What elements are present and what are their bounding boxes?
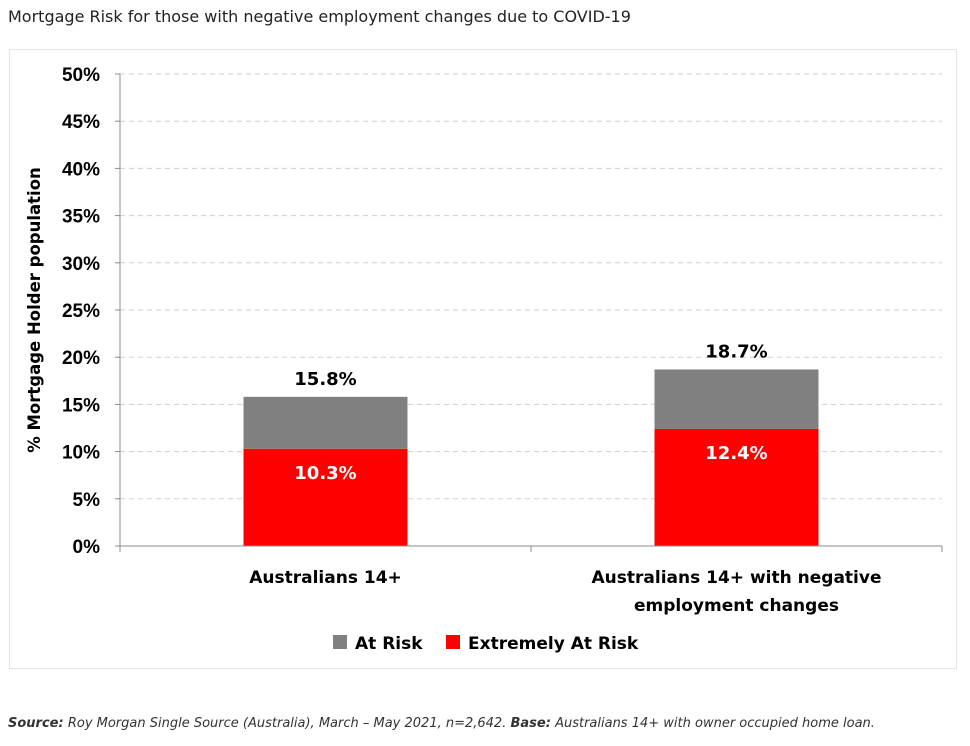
y-tick-label: 20% [62, 348, 100, 369]
legend-label: Extremely At Risk [468, 634, 639, 654]
y-tick-label: 45% [62, 112, 100, 133]
y-tick-label: 25% [62, 301, 100, 322]
bar-extremely-at-risk [654, 428, 819, 546]
bar-at-risk [243, 396, 408, 449]
gridlines [120, 73, 942, 500]
total-data-label: 15.8% [294, 369, 356, 390]
bars: 10.3% 15.8% 12.4% 18.7% [243, 341, 819, 546]
y-axis-ticks: 0% 5% 10% 15% 20% 25% 30% 35% 40% 45% 50% [62, 65, 121, 558]
y-axis-label: % Mortgage Holder population [25, 167, 44, 453]
y-tick-label: 50% [62, 65, 100, 86]
legend-swatch [333, 635, 347, 649]
x-category-label: Australians 14+ with negative [592, 568, 882, 588]
bar-extremely-at-risk [243, 448, 408, 546]
y-tick-label: 35% [62, 207, 100, 228]
source-note: Source: Roy Morgan Single Source (Austra… [8, 716, 875, 731]
total-data-label: 18.7% [705, 341, 767, 362]
y-tick-label: 15% [62, 395, 100, 416]
y-tick-label: 10% [62, 443, 100, 464]
legend-label: At Risk [355, 634, 423, 654]
y-tick-label: 40% [62, 159, 100, 180]
bar-at-risk [654, 369, 819, 429]
x-category-label: employment changes [634, 596, 839, 616]
segment-data-label: 12.4% [705, 443, 767, 464]
base-text: Australians 14+ with owner occupied home… [555, 716, 875, 731]
page-title: Mortgage Risk for those with negative em… [8, 7, 631, 26]
legend: At Risk Extremely At Risk [333, 634, 639, 654]
x-category-label: Australians 14+ [249, 568, 402, 588]
y-tick-label: 0% [73, 537, 101, 558]
source-text: Roy Morgan Single Source (Australia), Ma… [67, 716, 507, 731]
stacked-bar-chart: 0% 5% 10% 15% 20% 25% 30% 35% 40% 45% 50% 10.3% 15.… [25, 65, 943, 654]
source-label: Source: [8, 716, 64, 731]
legend-swatch [446, 635, 460, 649]
y-tick-label: 30% [62, 254, 100, 275]
x-axis: Australians 14+ Australians 14+ with nega… [119, 545, 943, 616]
chart-frame [9, 49, 957, 669]
y-tick-label: 5% [73, 490, 101, 511]
base-label: Base: [510, 716, 551, 731]
segment-data-label: 10.3% [294, 463, 356, 484]
